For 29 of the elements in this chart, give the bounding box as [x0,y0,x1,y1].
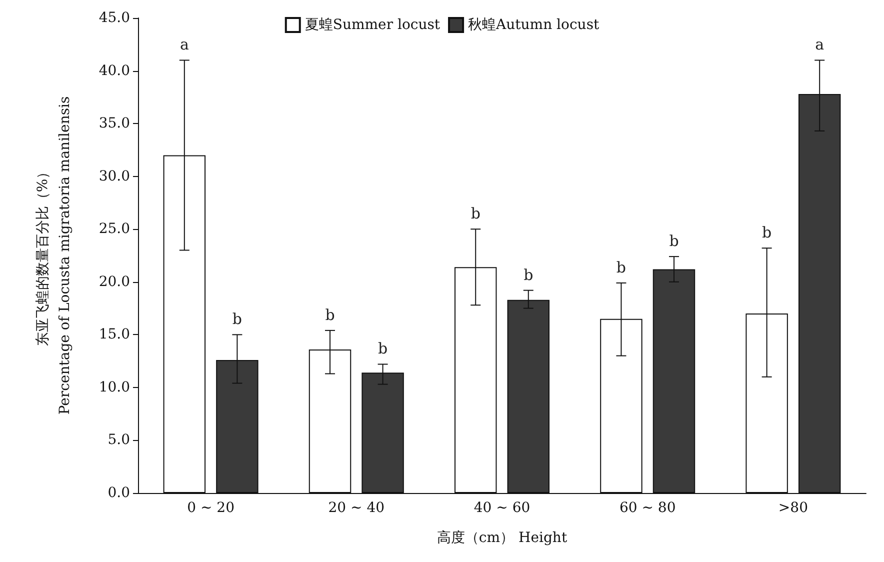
annotation: a [180,36,189,54]
y-tick-label: 0.0 [108,485,130,501]
annotation: a [815,36,824,54]
x-tick-label: 40 ~ 60 [474,500,530,516]
y-tick-label: 15.0 [98,326,130,343]
y-tick-label: 25.0 [98,221,130,238]
annotation: b [669,232,679,250]
annotation: b [524,266,534,284]
y-tick-label: 45.0 [98,10,130,26]
y-tick-label: 40.0 [98,62,130,79]
y-tick-label: 30.0 [98,168,130,184]
x-tick-label: 20 ~ 40 [328,500,385,516]
legend-label: 夏蝗Summer locust [304,17,440,33]
y-tick-label: 10.0 [98,379,130,396]
y-tick-label: 5.0 [108,432,130,448]
y-tick-label: 20.0 [98,274,130,290]
x-axis-title: 高度（cm） Height [436,530,568,546]
annotation: b [762,224,772,242]
annotation: b [325,306,335,324]
x-tick-label: 60 ~ 80 [619,500,676,516]
annotation: b [232,310,242,328]
x-tick-label: 0 ~ 20 [187,500,234,516]
legend-label: 秋蝗Autumn locust [468,17,600,33]
annotation: b [616,258,626,276]
y-tick-label: 35.0 [98,116,130,132]
annotation: b [470,204,480,223]
annotation: b [378,340,388,358]
y-axis-title: 东亚飞蝗的数量百分比（%） Percentage of Locusta migratoria manilensis [35,96,73,415]
x-tick-label: >80 [778,500,808,516]
